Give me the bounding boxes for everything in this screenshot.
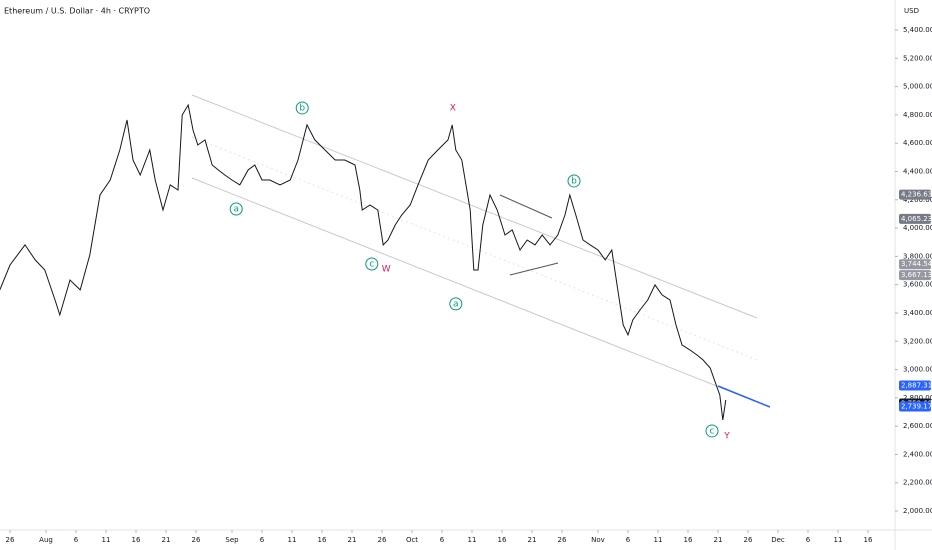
wave-circle <box>229 202 243 216</box>
x-tick-label: 11 <box>288 536 297 544</box>
channel-mid <box>191 136 758 361</box>
channel-lower <box>191 177 758 403</box>
wave-label: c <box>369 260 374 270</box>
wave-label: X <box>450 103 456 113</box>
y-tick-label: 3,000.00 <box>903 366 932 374</box>
x-tick-label: 6 <box>626 536 631 544</box>
x-tick-label: Oct <box>406 536 418 544</box>
price-tag <box>899 380 931 391</box>
y-tick-label: 3,800.00 <box>903 252 932 260</box>
y-tick-label: 2,200.00 <box>903 479 932 487</box>
x-tick-label: 6 <box>440 536 445 544</box>
x-tick-label: 21 <box>348 536 357 544</box>
x-tick-label: Nov <box>591 536 605 544</box>
y-tick-label: 2,400.00 <box>903 450 932 458</box>
x-tick-label: 16 <box>498 536 507 544</box>
price-tag <box>899 213 931 224</box>
x-tick-label: 26 <box>558 536 567 544</box>
price-tag-label: 2,739.17 <box>901 402 932 410</box>
y-tick-label: 2,800.00 <box>903 394 932 402</box>
y-tick-label: 4,000.00 <box>903 224 932 232</box>
x-tick-label: 26 <box>378 536 387 544</box>
wave-circle <box>705 424 719 438</box>
x-tick-label: 11 <box>834 536 843 544</box>
wave-label: c <box>710 426 715 436</box>
wave-label: a <box>233 204 239 214</box>
wave-circle <box>365 257 379 271</box>
x-tick-label: 16 <box>132 536 141 544</box>
x-tick-label: 6 <box>806 536 811 544</box>
wave-circle <box>295 101 309 115</box>
y-tick-label: 4,800.00 <box>903 111 932 119</box>
x-tick-label: 11 <box>102 536 111 544</box>
wave-label: b <box>299 103 305 113</box>
x-tick-label: 21 <box>714 536 723 544</box>
triangle-line <box>509 262 559 276</box>
triangle-line <box>499 194 553 219</box>
x-tick-label: 16 <box>684 536 693 544</box>
y-tick-label: 5,200.00 <box>903 54 932 62</box>
price-tag-label: 2,887.31 <box>901 382 932 390</box>
y-tick-label: 4,600.00 <box>903 139 932 147</box>
x-tick-label: 26 <box>744 536 753 544</box>
wave-circle <box>567 174 581 188</box>
price-tag <box>899 189 931 200</box>
y-tick-label: 2,600.00 <box>903 422 932 430</box>
y-tick-label: 3,400.00 <box>903 309 932 317</box>
wave-label: a <box>453 299 459 309</box>
wave-label: Y <box>723 431 730 441</box>
x-tick-label: 6 <box>74 536 79 544</box>
y-tick-label: 4,200.00 <box>903 196 932 204</box>
x-tick-label: 6 <box>260 536 265 544</box>
x-tick-label: 11 <box>654 536 663 544</box>
y-tick-label: 2,000.00 <box>903 507 932 515</box>
price-tag-label: 4,236.63 <box>901 191 932 199</box>
channel-upper <box>191 94 758 319</box>
x-tick-label: Sep <box>225 536 239 544</box>
price-line <box>0 103 727 420</box>
y-tick-label: 5,000.00 <box>903 83 932 91</box>
x-tick-label: Aug <box>39 536 53 544</box>
x-tick-label: 21 <box>528 536 537 544</box>
y-tick-label: 5,400.00 <box>903 26 932 34</box>
x-tick-label: 26 <box>6 536 15 544</box>
y-tick-label: 4,400.00 <box>903 167 932 175</box>
price-tag <box>899 270 931 281</box>
y-tick-label: 3,200.00 <box>903 337 932 345</box>
price-tag <box>899 401 931 412</box>
currency: USD <box>904 7 919 15</box>
price-tag-label: 3,744.54 <box>901 260 932 268</box>
x-tick-label: Dec <box>771 536 785 544</box>
x-tick-label: 16 <box>318 536 327 544</box>
y-tick-label: 3,600.00 <box>903 281 932 289</box>
price-tag-label: 3,667.13 <box>901 271 932 279</box>
x-tick-label: 11 <box>468 536 477 544</box>
price-tag-label: 4,065.23 <box>901 215 932 223</box>
price-tag <box>899 259 931 270</box>
x-tick-label: 21 <box>162 536 171 544</box>
wave-label: W <box>382 264 391 274</box>
trend-line <box>717 385 771 408</box>
x-tick-label: 16 <box>864 536 873 544</box>
wave-circle <box>449 297 463 311</box>
x-tick-label: 26 <box>192 536 201 544</box>
wave-label: b <box>571 176 577 186</box>
chart-title: Ethereum / U.S. Dollar · 4h · CRYPTO <box>4 7 150 16</box>
